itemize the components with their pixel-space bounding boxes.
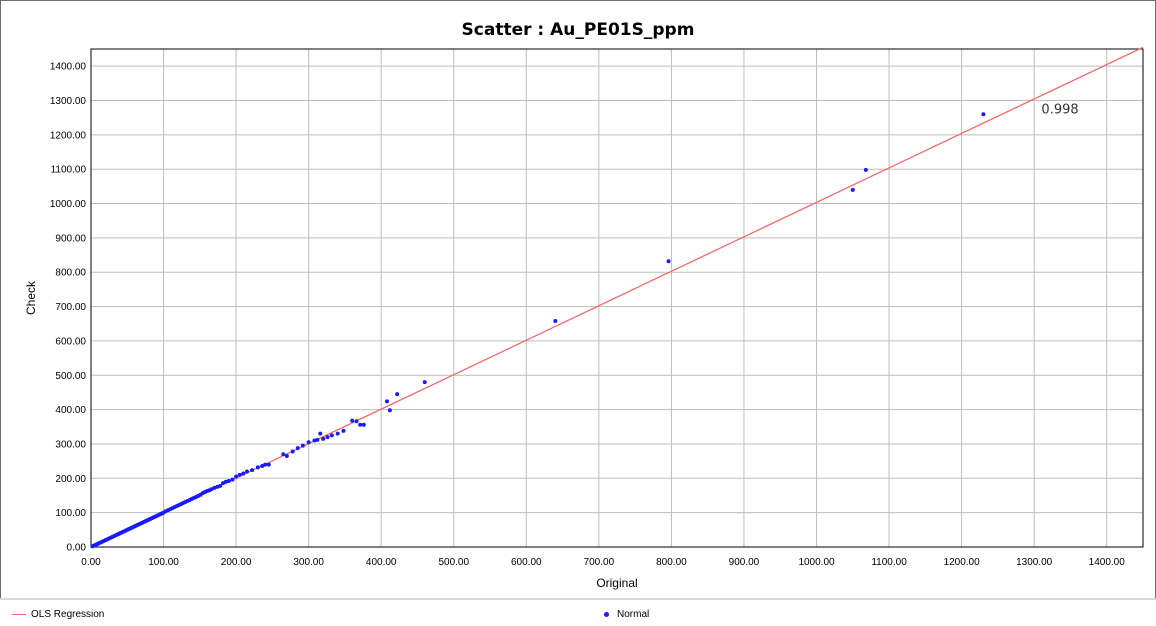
x-tick-label: 1300.00	[1016, 557, 1053, 568]
data-point	[329, 433, 334, 438]
data-point	[361, 422, 366, 427]
data-point	[263, 462, 268, 467]
chart-title: Scatter : Au_PE01S_ppm	[461, 20, 695, 40]
y-tick-label: 500.00	[55, 371, 86, 382]
y-tick-label: 700.00	[55, 302, 86, 313]
data-point	[358, 422, 363, 427]
data-point	[295, 446, 300, 451]
y-tick-label: 600.00	[55, 336, 86, 347]
data-point	[237, 472, 242, 477]
data-point	[306, 440, 311, 445]
x-tick-label: 100.00	[148, 557, 179, 568]
data-point	[354, 419, 359, 424]
y-tick-label: 1400.00	[50, 62, 87, 73]
legend-label-ols: OLS Regression	[31, 609, 105, 620]
axis-ticks: 0.00 100.00 200.00 300.00 400.00 500.00 600.00…	[50, 62, 1125, 568]
data-point	[300, 443, 305, 448]
y-tick-label: 200.00	[55, 474, 86, 485]
x-tick-label: 600.00	[511, 557, 542, 568]
points-layer	[90, 112, 986, 549]
data-point	[387, 408, 392, 413]
legend: OLS Regression Normal	[0, 598, 1156, 626]
x-tick-label: 1100.00	[871, 557, 907, 568]
data-point	[350, 418, 355, 423]
plot-area	[90, 48, 1144, 548]
y-tick-label: 300.00	[55, 439, 86, 450]
line-swatch-icon	[12, 614, 26, 615]
x-tick-label: 400.00	[366, 557, 397, 568]
data-point	[341, 428, 346, 433]
data-point	[318, 431, 323, 436]
x-tick-label: 500.00	[438, 557, 469, 568]
data-point	[553, 319, 558, 324]
y-tick-label: 800.00	[55, 268, 86, 279]
data-point	[218, 483, 223, 488]
data-point	[234, 474, 239, 479]
x-tick-label: 1000.00	[798, 557, 835, 568]
data-point	[284, 453, 289, 458]
y-axis-label: Check	[24, 280, 38, 315]
y-tick-label: 1300.00	[50, 96, 87, 107]
x-tick-label: 900.00	[729, 557, 760, 568]
legend-label-normal: Normal	[617, 609, 650, 620]
x-tick-label: 0.00	[81, 557, 101, 568]
data-point	[230, 477, 235, 482]
data-point	[255, 465, 260, 470]
data-point	[395, 392, 400, 397]
data-point	[241, 471, 246, 476]
data-point	[325, 435, 330, 440]
y-tick-label: 0.00	[67, 543, 87, 554]
x-tick-label: 700.00	[584, 557, 615, 568]
correlation-annotation: 0.998	[1041, 103, 1078, 118]
x-tick-label: 1400.00	[1089, 557, 1126, 568]
data-point	[281, 452, 286, 457]
legend-item-ols[interactable]: OLS Regression	[12, 609, 104, 620]
scatter-plot: 0.00 100.00 200.00 300.00 400.00 500.00 600.00…	[24, 46, 1144, 590]
x-axis-label: Original	[596, 576, 637, 590]
data-point	[244, 469, 249, 474]
data-point	[321, 436, 326, 441]
data-point	[981, 112, 986, 117]
data-point	[335, 431, 340, 436]
x-tick-label: 200.00	[221, 557, 252, 568]
data-point	[250, 468, 255, 473]
y-tick-label: 400.00	[55, 405, 86, 416]
data-point	[266, 462, 271, 467]
data-point	[850, 187, 855, 192]
y-tick-label: 1100.00	[51, 165, 87, 176]
y-tick-label: 1000.00	[50, 199, 87, 210]
y-tick-label: 1200.00	[50, 130, 87, 141]
data-point	[863, 167, 868, 172]
legend-item-normal[interactable]: Normal	[604, 609, 649, 620]
data-point	[226, 479, 231, 484]
y-tick-label: 900.00	[55, 233, 86, 244]
data-point	[315, 437, 320, 442]
y-tick-label: 100.00	[55, 508, 86, 519]
x-tick-label: 800.00	[656, 557, 687, 568]
data-point	[290, 449, 295, 454]
x-tick-label: 1200.00	[944, 557, 981, 568]
x-tick-label: 300.00	[293, 557, 324, 568]
data-point	[385, 399, 390, 404]
dot-marker-icon	[604, 612, 609, 617]
data-point	[666, 259, 671, 264]
data-point	[422, 380, 427, 385]
